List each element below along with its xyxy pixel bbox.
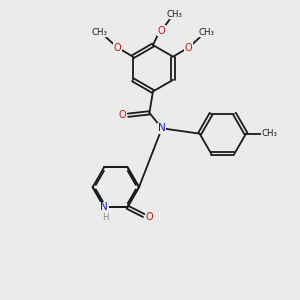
Text: CH₃: CH₃ <box>261 129 277 138</box>
Text: O: O <box>158 26 165 36</box>
Text: H: H <box>103 213 109 222</box>
Text: O: O <box>114 43 121 53</box>
Text: N: N <box>158 123 166 133</box>
Text: N: N <box>100 202 108 212</box>
Text: CH₃: CH₃ <box>167 10 183 19</box>
Text: CH₃: CH₃ <box>92 28 108 37</box>
Text: O: O <box>119 110 127 120</box>
Text: O: O <box>145 212 153 222</box>
Text: O: O <box>185 43 192 53</box>
Text: CH₃: CH₃ <box>198 28 214 37</box>
